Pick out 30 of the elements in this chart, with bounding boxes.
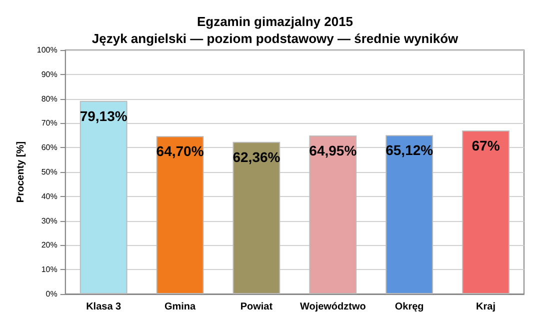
y-tick-label: 50% (41, 168, 58, 176)
bar (309, 136, 357, 294)
bar (156, 136, 204, 294)
y-axis-title: Procenty [%] (16, 141, 26, 203)
y-tick-label: 0% (46, 290, 58, 298)
chart-title: Egzamin gimazjalny 2015 (196, 14, 354, 29)
bar (232, 142, 280, 294)
x-tick-label: Województwo (300, 302, 366, 312)
bar (462, 130, 510, 294)
y-tick-label: 90% (41, 70, 58, 79)
data-label: 79,13% (80, 108, 128, 124)
y-tick-label: 40% (41, 192, 58, 201)
data-label: 64,95% (309, 142, 358, 159)
x-tick-label: Gmina (164, 302, 196, 312)
y-tick-label: 100% (36, 46, 58, 54)
y-tick-label: 10% (41, 265, 58, 274)
data-label: 67% (472, 138, 500, 154)
x-tick-label: Kraj (476, 302, 496, 312)
y-tick-label: 30% (41, 216, 58, 226)
y-tick-label: 20% (41, 240, 58, 250)
y-tick-label: 80% (41, 94, 58, 104)
bar (386, 135, 434, 294)
x-tick-label: Klasa 3 (86, 302, 122, 312)
chart-subtitle: Język angielski — poziom podstawowy — średnie wyników (92, 31, 460, 46)
y-tick-label: 70% (41, 118, 58, 128)
x-tick-label: Powiat (240, 302, 274, 312)
bar (80, 100, 128, 294)
data-label: 65,12% (386, 142, 434, 158)
y-tick-label: 60% (41, 143, 58, 152)
x-tick-label: Okręg (394, 302, 424, 312)
